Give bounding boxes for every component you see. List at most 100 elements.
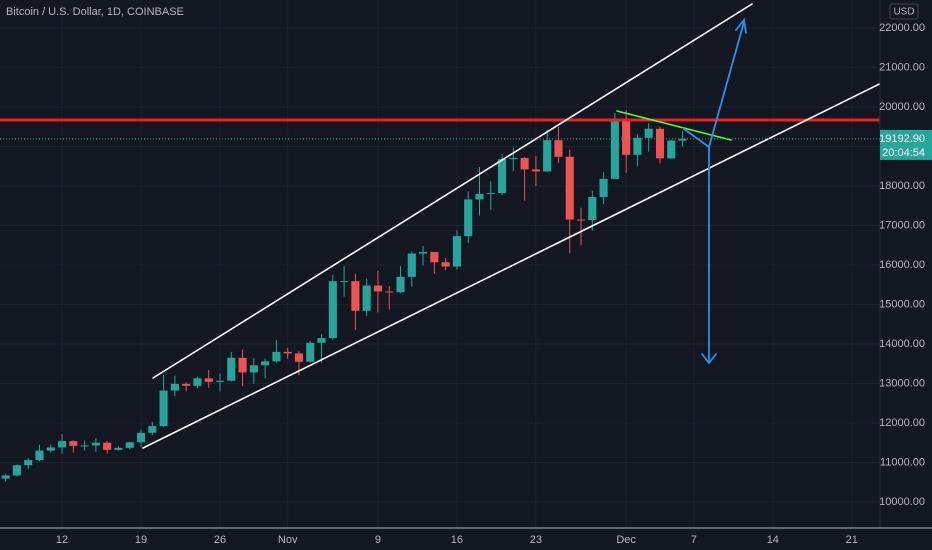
y-tick-label: 21000.00 bbox=[879, 61, 925, 73]
candle-body bbox=[543, 140, 552, 172]
candles bbox=[1, 110, 687, 482]
candle-body bbox=[531, 169, 540, 172]
y-tick-label: 20000.00 bbox=[879, 101, 925, 113]
last-price-box bbox=[880, 129, 932, 160]
candle-body bbox=[441, 262, 450, 267]
candle-body bbox=[599, 178, 608, 198]
candle-body bbox=[69, 441, 78, 446]
channel-lower bbox=[142, 57, 932, 449]
candle-body bbox=[633, 137, 642, 155]
x-tick-label: 23 bbox=[530, 534, 542, 546]
drawings bbox=[0, 3, 932, 449]
x-tick-label: 21 bbox=[846, 534, 858, 546]
candle-body bbox=[396, 276, 405, 293]
candle-body bbox=[430, 251, 439, 263]
candle-body bbox=[385, 291, 394, 293]
candle-body bbox=[655, 128, 665, 159]
candle-body bbox=[238, 357, 247, 373]
candle-body bbox=[125, 442, 134, 448]
candle-body bbox=[576, 219, 586, 221]
candle-body bbox=[464, 199, 473, 237]
x-tick-label: 9 bbox=[375, 534, 381, 546]
candle-body bbox=[622, 118, 631, 155]
candle-body bbox=[486, 193, 495, 195]
candle-body bbox=[24, 460, 33, 466]
x-tick-label: Dec bbox=[616, 534, 636, 546]
y-tick-label: 10000.00 bbox=[879, 496, 925, 508]
y-tick-label: 12000.00 bbox=[879, 417, 925, 429]
candle-body bbox=[351, 281, 360, 311]
candle-body bbox=[452, 236, 461, 267]
down-arrow-head bbox=[701, 353, 717, 365]
candle-body bbox=[103, 442, 112, 450]
chart-title: Bitcoin / U.S. Dollar, 1D, COINBASE bbox=[6, 6, 184, 18]
candle-body bbox=[340, 281, 349, 283]
candle-body bbox=[294, 353, 304, 362]
y-tick-label: 18000.00 bbox=[879, 180, 925, 192]
candle-body bbox=[373, 285, 383, 292]
candle-body bbox=[80, 445, 89, 447]
y-tick-label: 17000.00 bbox=[879, 219, 925, 231]
candle-body bbox=[565, 156, 574, 220]
x-tick-label: 16 bbox=[451, 534, 463, 546]
candle-body bbox=[193, 378, 202, 386]
price-axis bbox=[880, 0, 932, 550]
y-tick-label: 13000.00 bbox=[879, 377, 925, 389]
candle-body bbox=[554, 140, 563, 157]
candle-body bbox=[148, 426, 157, 433]
candle-body bbox=[227, 357, 236, 381]
candle-body bbox=[328, 281, 337, 339]
y-tick-label: 22000.00 bbox=[879, 22, 925, 34]
candle-body bbox=[261, 361, 270, 366]
candle-body bbox=[91, 442, 100, 446]
candle-body bbox=[678, 138, 687, 141]
candle-body bbox=[588, 197, 597, 220]
x-tick-label: 14 bbox=[767, 534, 779, 546]
axis-labels: 10000.00 11000.00 12000.00 13000.00 14000.00… bbox=[0, 22, 932, 546]
candle-body bbox=[136, 432, 146, 443]
candle-body bbox=[283, 351, 292, 354]
candle-body bbox=[114, 447, 123, 450]
y-tick-label: 15000.00 bbox=[879, 298, 925, 310]
candle-body bbox=[35, 450, 44, 461]
candle-body bbox=[215, 380, 225, 382]
candle-body bbox=[317, 338, 326, 343]
candle-body bbox=[249, 365, 258, 373]
x-tick-label: Nov bbox=[278, 534, 298, 546]
candle-body bbox=[362, 285, 371, 311]
candle-body bbox=[644, 128, 653, 138]
currency-box[interactable] bbox=[889, 3, 919, 20]
candle-body bbox=[272, 351, 281, 362]
candle-body bbox=[57, 441, 67, 448]
x-tick-label: 19 bbox=[135, 534, 147, 546]
candle-body bbox=[509, 157, 518, 160]
candle-body bbox=[475, 193, 484, 200]
y-tick-label: 16000.00 bbox=[879, 259, 925, 271]
candle-body bbox=[182, 383, 191, 386]
candle-body bbox=[12, 465, 21, 476]
y-tick-label: 11000.00 bbox=[880, 456, 925, 468]
candle-body bbox=[610, 118, 619, 179]
candle-body bbox=[667, 140, 676, 159]
channel-upper bbox=[152, 3, 753, 379]
candle-body bbox=[306, 342, 315, 362]
x-tick-label: 12 bbox=[56, 534, 68, 546]
candle-body bbox=[159, 390, 168, 427]
candle-body bbox=[46, 447, 55, 451]
candle-body bbox=[497, 159, 507, 194]
last-price: 19192.90 bbox=[879, 133, 925, 145]
x-tick-label: 7 bbox=[691, 534, 697, 546]
candle-body bbox=[520, 157, 529, 170]
currency: USD bbox=[893, 7, 914, 18]
candle-body bbox=[1, 475, 10, 479]
up-arrow-head bbox=[735, 17, 747, 34]
countdown: 20:04:54 bbox=[882, 147, 925, 159]
x-tick-label: 26 bbox=[214, 534, 226, 546]
candle-body bbox=[204, 378, 213, 382]
y-tick-label: 14000.00 bbox=[879, 338, 925, 350]
candle-body bbox=[419, 251, 428, 254]
candle-body bbox=[407, 253, 416, 277]
candle-body bbox=[170, 383, 179, 391]
